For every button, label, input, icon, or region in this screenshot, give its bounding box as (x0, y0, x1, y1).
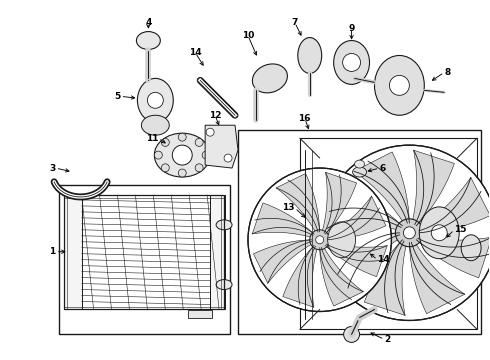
Circle shape (178, 169, 186, 177)
Bar (64, 195, 82, 310)
Ellipse shape (216, 220, 232, 230)
Bar (188, 310, 212, 319)
Ellipse shape (353, 167, 367, 177)
Polygon shape (319, 247, 363, 306)
Ellipse shape (216, 280, 232, 289)
Text: 13: 13 (282, 203, 295, 212)
Circle shape (395, 219, 423, 247)
Text: 11: 11 (146, 134, 158, 143)
Polygon shape (354, 152, 409, 224)
Polygon shape (412, 150, 454, 226)
Circle shape (161, 164, 170, 172)
Ellipse shape (374, 55, 424, 115)
Circle shape (390, 75, 409, 95)
Ellipse shape (136, 32, 160, 50)
Circle shape (431, 225, 447, 241)
Text: 10: 10 (242, 31, 254, 40)
Circle shape (403, 227, 416, 239)
Circle shape (322, 145, 490, 320)
Text: 9: 9 (348, 24, 355, 33)
Polygon shape (283, 246, 318, 307)
Polygon shape (253, 240, 313, 283)
Polygon shape (325, 242, 387, 277)
Polygon shape (365, 240, 407, 315)
Text: 5: 5 (114, 92, 121, 101)
Polygon shape (409, 242, 465, 314)
Polygon shape (252, 203, 314, 238)
Ellipse shape (419, 207, 459, 259)
Text: 14: 14 (189, 48, 201, 57)
Text: 1: 1 (49, 247, 56, 256)
Circle shape (172, 145, 192, 165)
Text: 7: 7 (292, 18, 298, 27)
Polygon shape (327, 196, 386, 240)
Polygon shape (328, 233, 401, 288)
Bar (59, 185, 230, 334)
Ellipse shape (328, 222, 356, 258)
Ellipse shape (298, 37, 322, 73)
Ellipse shape (142, 115, 169, 135)
Polygon shape (205, 125, 238, 168)
Ellipse shape (137, 78, 173, 122)
Circle shape (316, 236, 324, 244)
Circle shape (343, 327, 360, 342)
Circle shape (248, 168, 392, 311)
Ellipse shape (334, 41, 369, 84)
Text: 8: 8 (444, 68, 450, 77)
Circle shape (206, 128, 214, 136)
Bar (300, 138, 477, 329)
Polygon shape (276, 174, 319, 233)
Ellipse shape (461, 235, 481, 261)
Circle shape (224, 154, 232, 162)
Text: 12: 12 (209, 111, 221, 120)
Text: 6: 6 (379, 163, 386, 172)
Bar (238, 130, 481, 334)
Bar (210, 195, 225, 310)
Polygon shape (322, 172, 357, 234)
Text: 14: 14 (377, 255, 390, 264)
Ellipse shape (154, 133, 210, 177)
Polygon shape (418, 177, 490, 233)
Circle shape (202, 151, 210, 159)
Text: 3: 3 (49, 163, 56, 172)
Ellipse shape (252, 64, 288, 93)
Polygon shape (327, 188, 402, 230)
Text: 16: 16 (298, 114, 311, 123)
Circle shape (161, 139, 170, 147)
Circle shape (343, 54, 361, 71)
Circle shape (195, 164, 203, 172)
Polygon shape (416, 235, 490, 278)
Text: 4: 4 (145, 18, 151, 27)
Circle shape (147, 92, 163, 108)
Text: 15: 15 (454, 225, 466, 234)
Circle shape (154, 151, 162, 159)
Circle shape (195, 139, 203, 147)
Ellipse shape (355, 160, 365, 168)
Circle shape (310, 230, 330, 250)
Text: 2: 2 (385, 335, 391, 344)
Circle shape (178, 133, 186, 141)
